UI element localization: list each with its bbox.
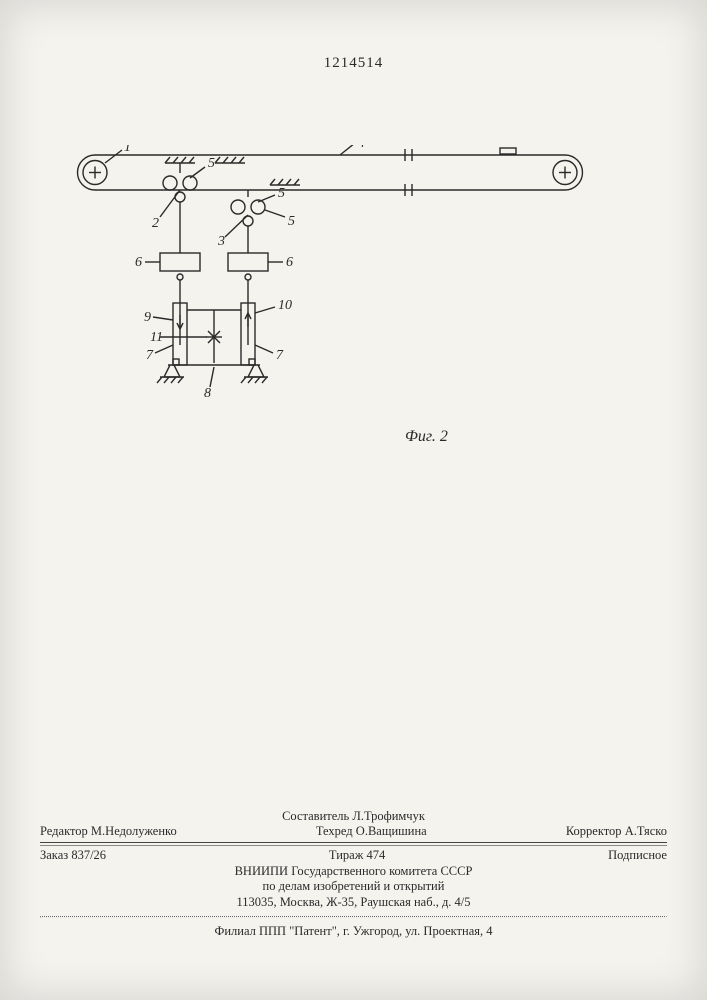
corrector-label: Корректор <box>566 824 622 838</box>
patent-number: 1214514 <box>0 55 707 72</box>
callout-8: 8 <box>204 386 211 401</box>
compiler-name: Л.Трофимчук <box>352 809 425 823</box>
order-no: 837/26 <box>71 848 106 862</box>
callout-10: 10 <box>278 298 292 313</box>
editor-label: Редактор <box>40 824 88 838</box>
callout-3: 3 <box>217 234 225 249</box>
callout-5c: 5 <box>288 214 295 229</box>
compiler-label: Составитель <box>282 809 349 823</box>
print-label: Тираж <box>329 848 363 862</box>
subscription: Подписное <box>608 848 667 864</box>
callout-7a: 7 <box>146 348 154 363</box>
editor-name: М.Недолуженко <box>91 824 177 838</box>
imprint-footer: Составитель Л.Трофимчук Редактор М.Недол… <box>40 809 667 940</box>
callout-7b: 7 <box>276 348 284 363</box>
techred-name: О.Ващишина <box>356 824 427 838</box>
figure-2-diagram: 1 2 3 4 5 5 5 6 6 7 7 8 9 10 11 <box>60 145 640 445</box>
callout-4: 4 <box>358 145 365 151</box>
printer-line: Филиал ППП "Патент", г. Ужгород, ул. Про… <box>40 924 667 940</box>
callout-6a: 6 <box>135 255 142 270</box>
corrector-name: А.Тяско <box>625 824 667 838</box>
callout-6b: 6 <box>286 255 293 270</box>
publisher-addr: 113035, Москва, Ж-35, Раушская наб., д. … <box>40 895 667 911</box>
callout-5b: 5 <box>278 186 285 201</box>
callout-5a: 5 <box>208 156 215 171</box>
figure-2-label: Фиг. 2 <box>405 428 448 446</box>
techred-label: Техред <box>316 824 353 838</box>
callout-11: 11 <box>150 330 163 345</box>
publisher-line1: ВНИИПИ Государственного комитета СССР <box>40 864 667 880</box>
callout-1: 1 <box>124 145 131 155</box>
callout-9: 9 <box>144 310 151 325</box>
callout-2: 2 <box>152 216 159 231</box>
publisher-line2: по делам изобретений и открытий <box>40 879 667 895</box>
print-qty: 474 <box>367 848 386 862</box>
order-label: Заказ <box>40 848 68 862</box>
